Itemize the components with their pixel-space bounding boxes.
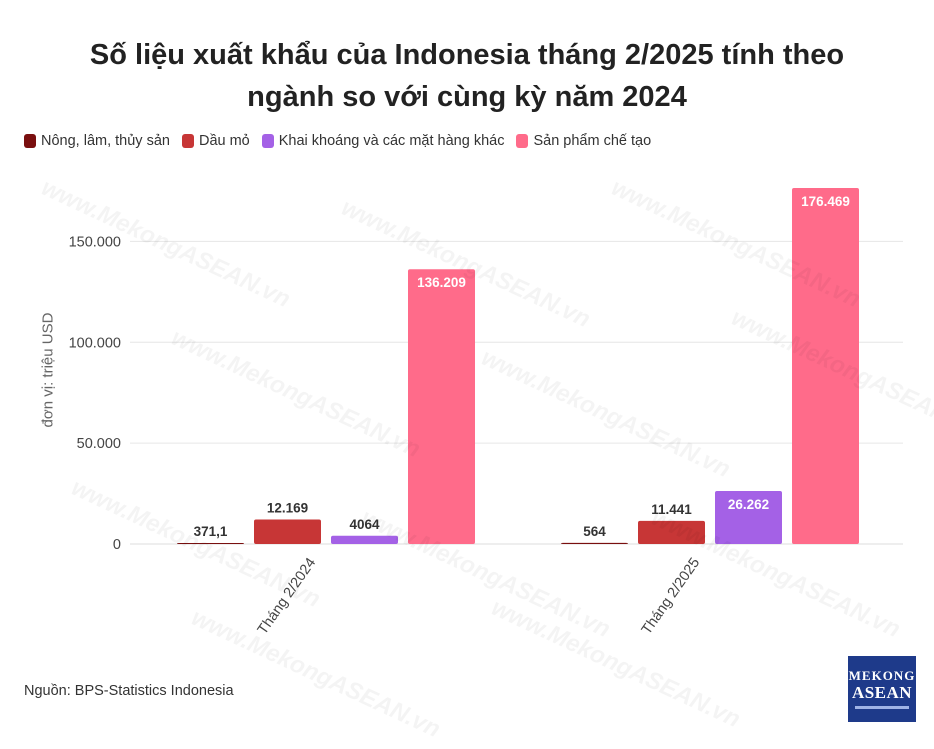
logo-underline <box>855 706 909 709</box>
y-tick-label: 150.000 <box>69 234 121 250</box>
data-label: 4064 <box>349 517 380 532</box>
bar <box>408 269 475 544</box>
bar <box>715 491 782 544</box>
legend-label-oil: Dầu mỏ <box>198 133 250 149</box>
data-label: 564 <box>583 524 606 539</box>
bar <box>177 543 244 544</box>
bar <box>254 519 321 544</box>
bar <box>638 520 705 544</box>
x-tick-label: Tháng 2/2024 <box>255 555 319 637</box>
logo-line-1: MEKONG <box>848 668 916 683</box>
y-tick-label: 100.000 <box>69 335 121 351</box>
bar <box>561 542 628 544</box>
data-label: 371,1 <box>194 524 228 539</box>
legend-swatch-mining <box>261 134 274 148</box>
data-label: 136.209 <box>417 275 466 290</box>
chart-title-line-2: ngành so với cùng kỳ năm 2024 <box>247 81 687 113</box>
mekong-asean-logo: MEKONG ASEAN <box>848 656 916 722</box>
x-tick-label: Tháng 2/2025 <box>639 555 703 637</box>
legend-label-manufacturing: Sản phẩm chế tạo <box>533 133 652 149</box>
legend-swatch-manufacturing <box>516 134 529 148</box>
legend-item-oil[interactable]: Dầu mỏ <box>181 133 250 149</box>
bar <box>792 188 859 544</box>
chart-title-line-1: Số liệu xuất khẩu của Indonesia tháng 2/… <box>89 39 845 71</box>
data-label: 26.262 <box>728 497 769 512</box>
legend-item-agriculture[interactable]: Nông, lâm, thủy sản <box>24 133 170 149</box>
data-label: 11.441 <box>651 502 692 517</box>
legend-label-agriculture: Nông, lâm, thủy sản <box>41 133 170 149</box>
logo-line-2: ASEAN <box>851 683 913 702</box>
legend-item-mining[interactable]: Khai khoáng và các mặt hàng khác <box>261 133 505 149</box>
legend-swatch-oil <box>181 134 194 148</box>
legend-label-mining: Khai khoáng và các mặt hàng khác <box>278 133 505 149</box>
y-tick-label: 50.000 <box>77 436 121 452</box>
bar <box>331 535 398 544</box>
legend-swatch-agriculture <box>24 134 36 148</box>
chart-title: Số liệu xuất khẩu của Indonesia tháng 2/… <box>0 34 934 118</box>
y-tick-label: 0 <box>113 537 121 553</box>
legend-item-manufacturing[interactable]: Sản phẩm chế tạo <box>516 133 651 149</box>
legend: Nông, lâm, thủy sản Dầu mỏ Khai khoáng v… <box>24 133 663 149</box>
data-label: 176.469 <box>801 194 850 209</box>
source-note: Nguồn: BPS-Statistics Indonesia <box>24 683 234 699</box>
data-label: 12.169 <box>267 500 308 515</box>
